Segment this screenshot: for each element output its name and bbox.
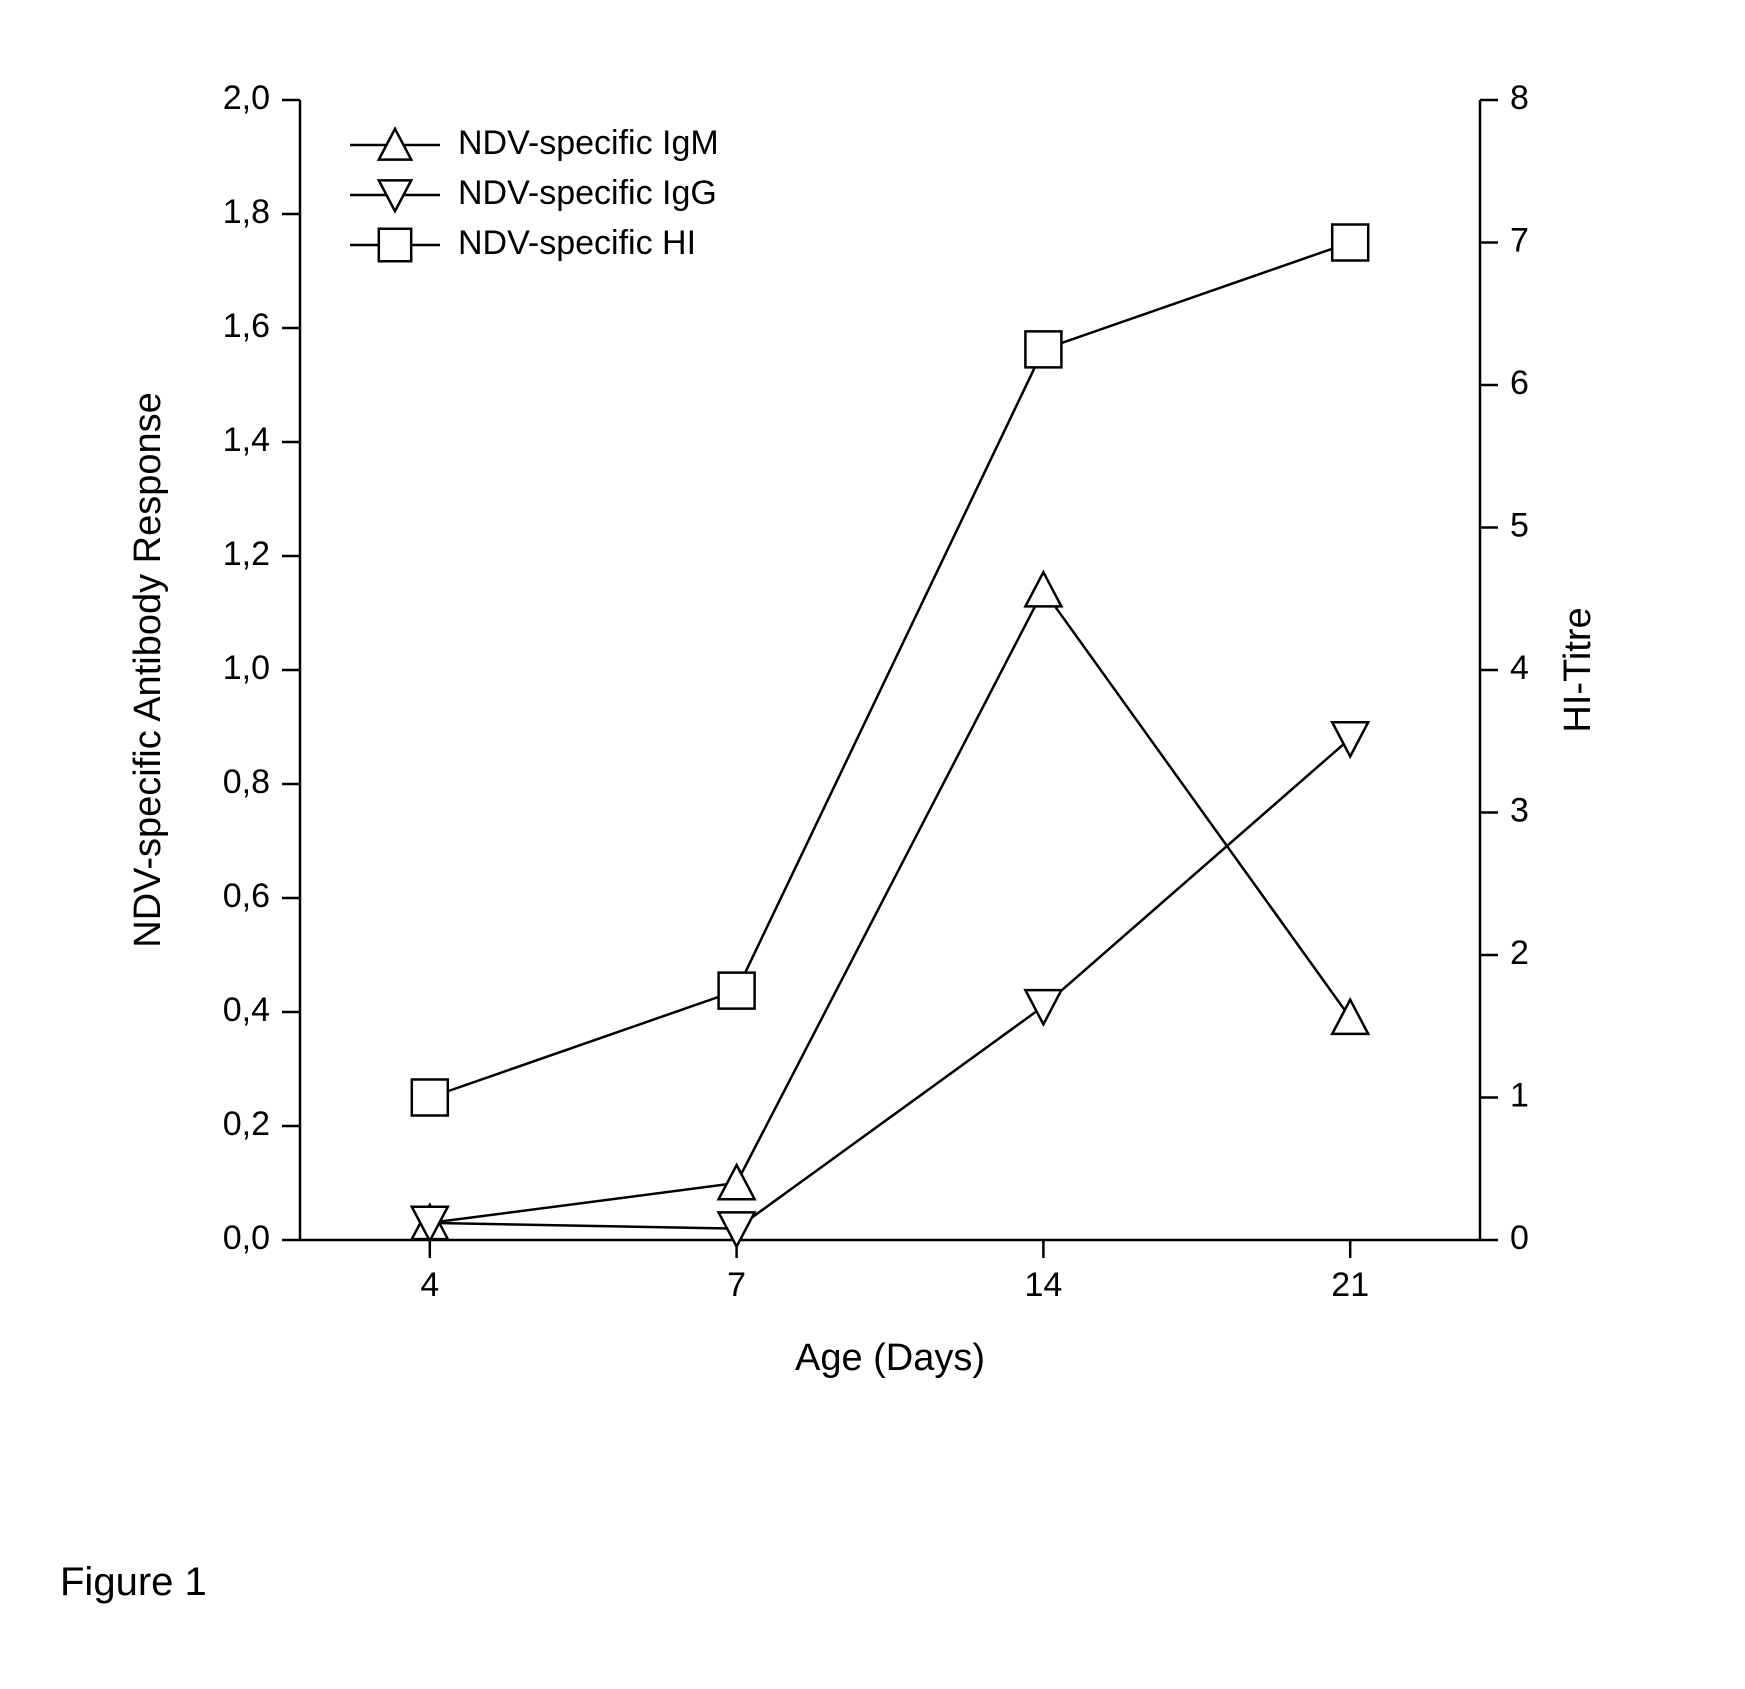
svg-text:7: 7 (727, 1266, 746, 1304)
chart-container: 0,0 0,2 0,4 0,6 0,8 1,0 1,2 1,4 1,6 1,8 2,0 0 1 2 3 4 5 6… (100, 60, 1645, 1460)
svg-text:0,4: 0,4 (223, 991, 270, 1029)
svg-text:6: 6 (1510, 364, 1529, 402)
svg-text:0: 0 (1510, 1219, 1529, 1257)
svg-text:2,0: 2,0 (223, 79, 270, 117)
svg-text:4: 4 (420, 1266, 439, 1304)
svg-text:0,6: 0,6 (223, 877, 270, 915)
svg-text:0,8: 0,8 (223, 763, 270, 801)
figure-label: Figure 1 (60, 1560, 207, 1605)
svg-text:Age (Days): Age (Days) (795, 1337, 985, 1379)
svg-text:8: 8 (1510, 79, 1529, 117)
svg-text:NDV-specific Antibody Response: NDV-specific Antibody Response (127, 392, 169, 948)
svg-text:1,0: 1,0 (223, 649, 270, 687)
svg-text:1,6: 1,6 (223, 307, 270, 345)
svg-text:3: 3 (1510, 791, 1529, 829)
svg-text:0,2: 0,2 (223, 1105, 270, 1143)
svg-text:4: 4 (1510, 649, 1529, 687)
svg-text:0,0: 0,0 (223, 1219, 270, 1257)
svg-text:5: 5 (1510, 506, 1529, 544)
svg-text:1,4: 1,4 (223, 421, 270, 459)
svg-text:1,8: 1,8 (223, 193, 270, 231)
svg-text:2: 2 (1510, 934, 1529, 972)
svg-text:7: 7 (1510, 221, 1529, 259)
svg-text:1,2: 1,2 (223, 535, 270, 573)
svg-text:21: 21 (1331, 1266, 1369, 1304)
svg-text:1: 1 (1510, 1076, 1529, 1114)
svg-text:14: 14 (1024, 1266, 1062, 1304)
svg-text:NDV-specific IgG: NDV-specific IgG (458, 174, 717, 212)
svg-text:NDV-specific HI: NDV-specific HI (458, 224, 696, 262)
svg-text:HI-Titre: HI-Titre (1557, 607, 1599, 732)
chart-svg: 0,0 0,2 0,4 0,6 0,8 1,0 1,2 1,4 1,6 1,8 2,0 0 1 2 3 4 5 6… (100, 60, 1645, 1460)
svg-text:NDV-specific IgM: NDV-specific IgM (458, 124, 719, 162)
